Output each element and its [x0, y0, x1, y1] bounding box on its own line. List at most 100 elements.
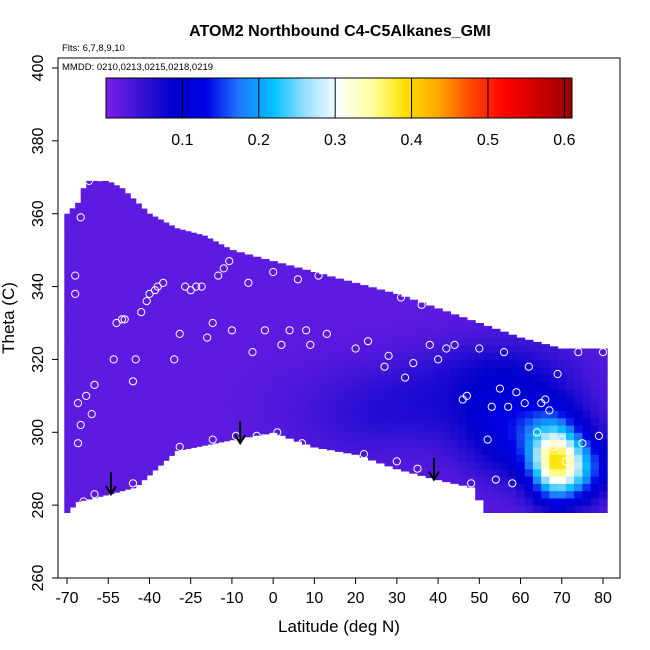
field-cell — [565, 483, 575, 492]
field-cell — [499, 483, 509, 492]
field-cell — [135, 308, 142, 317]
field-cell — [326, 381, 336, 390]
field-cell — [376, 366, 385, 375]
field-cell — [541, 461, 550, 470]
field-cell — [185, 417, 192, 426]
field-cell — [185, 235, 192, 244]
field-cell — [124, 476, 131, 484]
field-cell — [574, 388, 583, 397]
field-cell — [102, 337, 109, 346]
field-cell — [190, 403, 197, 411]
field-cell — [141, 344, 148, 353]
field-cell — [598, 395, 608, 404]
field-cell — [310, 337, 320, 346]
field-cell — [152, 257, 159, 266]
field-cell — [201, 395, 208, 404]
field-cell — [384, 323, 394, 331]
field-cell — [392, 388, 402, 397]
field-cell — [69, 505, 76, 508]
field-cell — [119, 315, 126, 324]
field-cell — [401, 425, 410, 433]
field-cell — [124, 286, 131, 295]
field-cell — [185, 410, 192, 419]
field-cell — [541, 446, 550, 455]
field-cell — [174, 425, 181, 433]
field-cell — [80, 366, 87, 375]
field-cell — [130, 337, 137, 346]
field-cell — [499, 446, 509, 455]
field-cell — [318, 293, 328, 302]
field-cell — [80, 490, 87, 499]
field-cell — [130, 279, 137, 288]
y-tick-label: 380 — [30, 127, 47, 154]
field-cell — [174, 315, 181, 324]
field-cell — [69, 425, 76, 433]
field-cell — [86, 308, 93, 317]
field-cell — [335, 432, 344, 441]
field-cell — [135, 242, 142, 251]
field-cell — [310, 439, 320, 448]
field-cell — [549, 388, 559, 397]
field-cell — [102, 213, 109, 222]
field-cell — [201, 432, 208, 441]
field-cell — [524, 344, 534, 353]
field-cell — [475, 425, 484, 433]
field-cell — [351, 344, 361, 353]
field-cell — [499, 366, 509, 375]
field-cell — [434, 323, 443, 331]
field-cell — [491, 388, 501, 397]
field-cell — [229, 388, 237, 397]
field-cell — [146, 395, 153, 404]
field-cell — [326, 308, 336, 317]
field-cell — [174, 366, 181, 375]
field-cell — [302, 366, 311, 375]
field-cell — [277, 315, 287, 324]
field-cell — [119, 337, 126, 346]
field-cell — [97, 454, 104, 462]
field-cell — [434, 330, 443, 339]
field-cell — [293, 417, 303, 426]
field-cell — [409, 468, 418, 474]
field-cell — [244, 315, 254, 324]
field-cell — [376, 403, 385, 411]
field-cell — [174, 410, 181, 419]
field-cell — [135, 337, 142, 346]
field-cell — [168, 279, 175, 288]
x-tick-label: 50 — [470, 590, 488, 607]
field-cell — [102, 446, 109, 455]
colorbar-tick-label: 0.4 — [400, 132, 422, 149]
x-tick-label: 80 — [594, 590, 612, 607]
field-cell — [574, 446, 583, 455]
field-cell — [532, 344, 542, 353]
sample-point — [71, 289, 80, 298]
field-cell — [64, 395, 71, 404]
field-cell — [185, 231, 192, 237]
field-cell — [368, 417, 377, 426]
field-cell — [185, 344, 192, 353]
field-cell — [124, 366, 131, 375]
field-cell — [343, 301, 352, 309]
field-cell — [86, 425, 93, 433]
field-cell — [119, 228, 126, 237]
field-cell — [218, 272, 225, 280]
field-cell — [434, 388, 443, 397]
field-cell — [135, 483, 142, 486]
field-cell — [351, 446, 361, 455]
field-cell — [207, 330, 214, 339]
field-cell — [516, 454, 526, 462]
field-cell — [102, 180, 109, 186]
field-cell — [97, 352, 104, 360]
field-cell — [212, 359, 219, 368]
field-cell — [113, 417, 120, 426]
field-cell — [69, 315, 76, 324]
field-cell — [343, 330, 352, 339]
sample-point — [142, 297, 151, 306]
field-cell — [207, 301, 214, 309]
field-cell — [368, 308, 377, 317]
field-cell — [80, 417, 87, 426]
field-cell — [223, 439, 230, 442]
field-cell — [384, 337, 394, 346]
field-cell — [442, 352, 451, 360]
field-cell — [130, 308, 137, 317]
field-cell — [69, 439, 76, 448]
